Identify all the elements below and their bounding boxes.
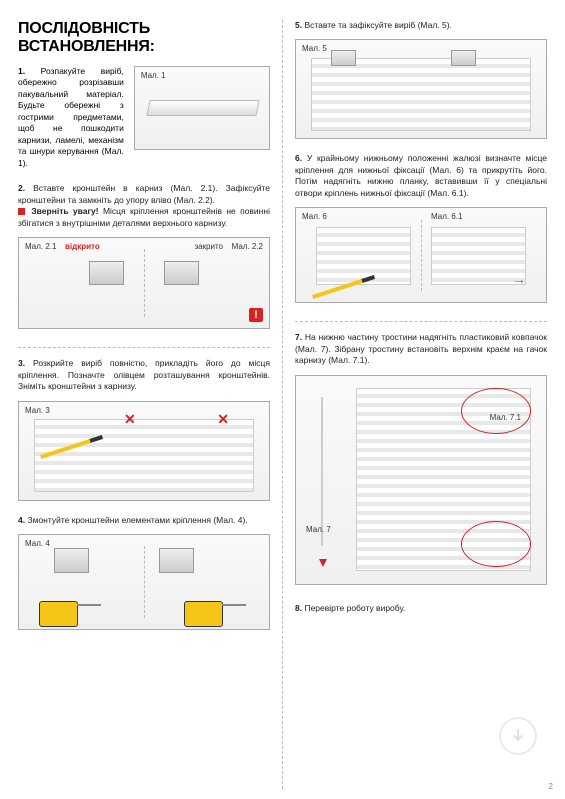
arrow-icon: → [512, 271, 526, 287]
figure-1-label: Мал. 1 [141, 71, 166, 80]
step-5-body: Вставте та зафіксуйте виріб (Мал. 5). [304, 20, 451, 30]
step-8-body: Перевірте роботу виробу. [304, 603, 405, 613]
step-4-body: Змонтуйте кронштейни елементами кріпленн… [27, 515, 247, 525]
cap-icon [319, 559, 327, 567]
separator-2 [295, 321, 547, 322]
step-7: 7. На нижню частину тростини надягніть п… [295, 332, 547, 366]
step-1-body: Розпакуйте виріб, обережно розрізавши па… [18, 66, 124, 168]
figure-6-label: Мал. 6 [302, 212, 327, 221]
bracket-closed [164, 261, 199, 284]
step-1-num: 1. [18, 66, 25, 76]
figure-4: Мал. 4 [18, 534, 270, 630]
figure-22-label: Мал. 2.2 [232, 242, 263, 251]
step-5-num: 5. [295, 20, 302, 30]
step-3-body: Розкрийте виріб повністю, прикладіть йог… [18, 358, 270, 391]
figure-6: Мал. 6 Мал. 6.1 → [295, 207, 547, 303]
step-6-body: У крайньому нижньому положенні жалюзі ви… [295, 153, 547, 197]
separator [18, 347, 270, 348]
figure-7: Мал. 7 Мал. 7.1 [295, 375, 547, 585]
step-2: 2. Вставте кронштейн в карниз (Мал. 2.1)… [18, 183, 270, 229]
figure-6-divider [421, 220, 422, 291]
step-4-num: 4. [18, 515, 25, 525]
right-column: 5. Вставте та зафіксуйте виріб (Мал. 5).… [283, 20, 547, 789]
bracket-5a [331, 50, 356, 66]
figure-2-divider [144, 249, 145, 317]
figure-3: Мал. 3 ✕ ✕ [18, 401, 270, 501]
step-8-num: 8. [295, 603, 302, 613]
drill-icon-2 [184, 590, 249, 628]
warning-label: Зверніть увагу! [31, 206, 98, 216]
bracket-5b [451, 50, 476, 66]
cross-icon: ✕ [124, 411, 136, 428]
step-7-body: На нижню частину тростини надягніть плас… [295, 332, 547, 365]
detail-circle-2 [461, 521, 531, 567]
step-6: 6. У крайньому нижньому положенні жалюзі… [295, 153, 547, 199]
step-6-num: 6. [295, 153, 302, 163]
drill-icon-1 [39, 590, 104, 628]
step-2-body: Вставте кронштейн в карниз (Мал. 2.1). З… [18, 183, 270, 204]
step-8: 8. Перевірте роботу виробу. [295, 603, 547, 614]
figure-61-label: Мал. 6.1 [431, 212, 462, 221]
figure-5-label: Мал. 5 [302, 44, 327, 53]
left-column: ПОСЛІДОВНІСТЬ ВСТАНОВЛЕННЯ: 1. Розпакуйт… [18, 20, 282, 789]
blinds-illustration-5 [311, 58, 531, 131]
bracket-mount-2 [159, 548, 194, 572]
bracket-mount-1 [54, 548, 89, 572]
step-2-num: 2. [18, 183, 25, 193]
figure-21-label: Мал. 2.1 [25, 242, 56, 251]
warning-icon [18, 208, 25, 215]
bracket-open [89, 261, 124, 284]
page-title: ПОСЛІДОВНІСТЬ ВСТАНОВЛЕННЯ: [18, 20, 270, 56]
step-1-text: 1. Розпакуйте виріб, обережно розрізавши… [18, 66, 124, 169]
blinds-illustration [34, 419, 254, 492]
step-3-num: 3. [18, 358, 25, 368]
step-7-num: 7. [295, 332, 302, 342]
watermark-icon [499, 717, 537, 755]
figure-4-label: Мал. 4 [25, 539, 50, 548]
step-4: 4. Змонтуйте кронштейни елементами кріпл… [18, 515, 270, 526]
figure-3-label: Мал. 3 [25, 406, 50, 415]
figure-5: Мал. 5 [295, 39, 547, 139]
figure-4-divider [144, 546, 145, 617]
wand-illustration [321, 397, 323, 547]
warning-badge-icon: ! [249, 308, 263, 322]
blinds-6a [316, 227, 411, 285]
figure-2: Мал. 2.1 Мал. 2.2 відкрито закрито ! [18, 237, 270, 329]
open-label: відкрито [65, 242, 100, 251]
figure-7-label: Мал. 7 [306, 525, 331, 534]
step-1: 1. Розпакуйте виріб, обережно розрізавши… [18, 66, 270, 169]
page-number: 2 [549, 782, 553, 791]
step-3: 3. Розкрийте виріб повністю, прикладіть … [18, 358, 270, 392]
figure-1: Мал. 1 [134, 66, 270, 150]
cornice-illustration [146, 100, 260, 116]
step-5: 5. Вставте та зафіксуйте виріб (Мал. 5). [295, 20, 547, 31]
detail-circle-1 [461, 388, 531, 434]
cross-icon-2: ✕ [217, 411, 229, 428]
closed-label: закрито [194, 242, 223, 251]
